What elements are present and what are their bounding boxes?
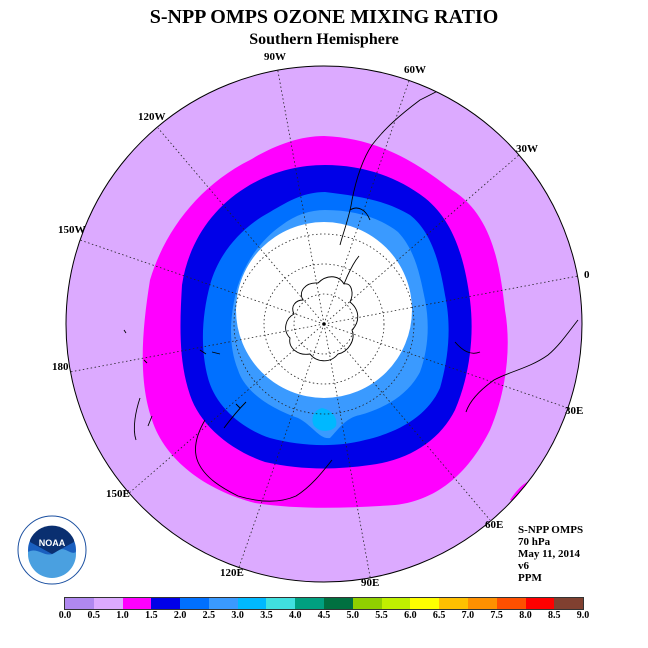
colorbar (64, 597, 584, 610)
lon-label-150e: 150E (106, 488, 130, 500)
colorbar-swatch-5 (208, 598, 238, 609)
lon-label-0: 0 (584, 269, 590, 281)
info-version: v6 (518, 560, 529, 572)
colorbar-swatch-9 (324, 598, 353, 609)
colorbar-tick-label: 2.5 (202, 610, 216, 621)
islands (123, 329, 241, 409)
svg-text:NOAA: NOAA (39, 538, 66, 548)
colorbar-swatch-11 (381, 598, 411, 609)
colorbar-swatch-4 (180, 598, 209, 609)
colorbar-ticks: 0.0 0.5 1.0 1.5 2.0 2.5 3.0 3.5 4.0 4.5 5.0 5.5 6.0 6… (0, 610, 648, 624)
australia-coast (195, 401, 333, 502)
no-data-region (236, 222, 412, 398)
graticule (69, 66, 579, 582)
colorbar-tick-label: 6.0 (404, 610, 417, 621)
colorbar-tick-label: 9.0 (576, 610, 590, 621)
lon-label-180: 180 (52, 361, 69, 373)
colorbar-tick-label: 6.5 (432, 610, 446, 621)
colorbar-swatch-10 (352, 598, 382, 609)
map-title: S-NPP OMPS OZONE MIXING RATIO (149, 6, 499, 28)
colorbar-tick-label: 3.5 (260, 610, 273, 621)
contour-3.0 (312, 408, 337, 431)
lon-label-60e: 60E (485, 519, 503, 531)
info-level: 70 hPa (518, 536, 551, 548)
colorbar-tick-label: 7.5 (490, 610, 503, 621)
colorbar-tick-label: 3.0 (231, 610, 244, 621)
info-units: PPM (518, 572, 542, 584)
colorbar-tick-label: 0.5 (87, 610, 101, 621)
colorbar-swatch-16 (525, 598, 555, 609)
lon-label-90w: 90W (264, 51, 286, 63)
colorbar-tick-label: 5.5 (375, 610, 388, 621)
colorbar-swatch-3 (151, 598, 181, 609)
colorbar-swatch-0 (65, 598, 94, 609)
colorbar-tick-label: 7.0 (461, 610, 475, 621)
colorbar-swatch-17 (554, 598, 584, 609)
antarctic-peninsula (343, 255, 360, 285)
colorbar-swatch-14 (467, 598, 497, 609)
info-date: May 11, 2014 (518, 548, 581, 560)
info-instrument: S-NPP OMPS (518, 524, 584, 536)
lon-label-150w: 150W (58, 224, 86, 236)
colorbar-swatch-1 (93, 598, 123, 609)
south-pole-marker (322, 322, 326, 326)
colorbar-swatch-15 (496, 598, 526, 609)
colorbar-tick-label: 2.0 (173, 610, 187, 621)
africa-coast (454, 319, 579, 413)
map-boundary (65, 65, 583, 583)
noaa-logo: NOAA (17, 515, 87, 585)
lon-label-30e: 30E (565, 405, 583, 417)
colorbar-swatch-8 (295, 598, 325, 609)
antarctica-coast (285, 276, 359, 362)
map-subtitle: Southern Hemisphere (249, 31, 399, 48)
colorbar-swatch-13 (439, 598, 468, 609)
colorbar-tick-label: 0.0 (58, 610, 72, 621)
colorbar-swatch-12 (410, 598, 440, 609)
info-panel: S-NPP OMPS 70 hPa May 11, 2014 v6 PPM (518, 524, 583, 584)
lon-label-60w: 60W (404, 64, 426, 76)
lon-label-30w: 30W (516, 143, 538, 155)
new-zealand-coast (133, 397, 153, 441)
colorbar-tick-label: 4.5 (317, 610, 331, 621)
colorbar-tick-label: 1.0 (116, 610, 129, 621)
colorbar-tick-label: 4.0 (288, 610, 302, 621)
lon-label-120e: 120E (220, 567, 244, 579)
colorbar-tick-label: 1.5 (145, 610, 158, 621)
colorbar-tick-label: 5.0 (346, 610, 360, 621)
lon-label-120w: 120W (138, 111, 166, 123)
colorbar-tick-label: 8.5 (547, 610, 561, 621)
colorbar-swatch-2 (122, 598, 152, 609)
colorbar-swatch-7 (266, 598, 296, 609)
colorbar-tick-label: 8.0 (519, 610, 532, 621)
colorbar-swatch-6 (237, 598, 267, 609)
lon-label-90e: 90E (361, 577, 379, 589)
